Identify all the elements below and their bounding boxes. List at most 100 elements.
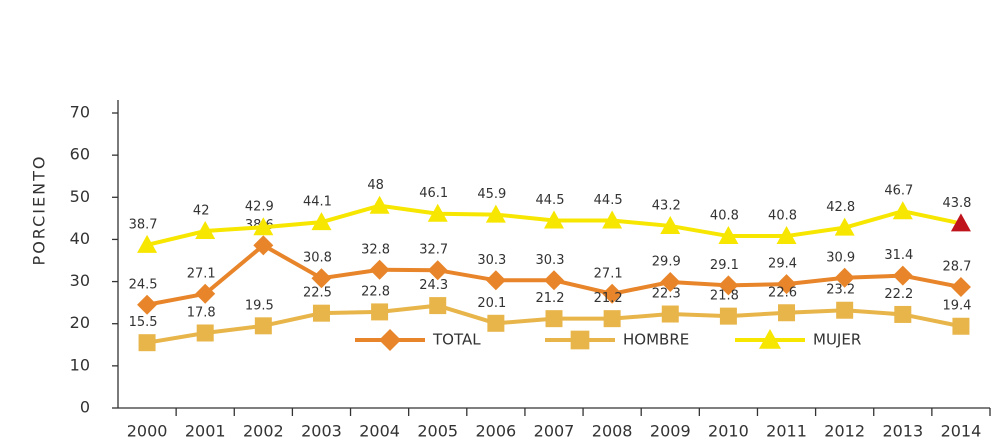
marker [718, 226, 739, 245]
data-label: 30.3 [536, 253, 565, 268]
marker [660, 215, 681, 234]
marker [253, 217, 274, 236]
marker [196, 324, 214, 342]
marker [311, 268, 332, 289]
x-tick-label: 2011 [766, 422, 807, 441]
y-tick-label: 70 [70, 103, 90, 122]
x-tick-label: 2013 [882, 422, 923, 441]
x-tick-label: 2010 [708, 422, 749, 441]
x-tick-label: 2006 [476, 422, 517, 441]
marker [427, 260, 448, 281]
data-label: 40.8 [768, 209, 797, 224]
legend-label: MUJER [813, 331, 861, 349]
y-tick-label: 30 [70, 271, 90, 290]
y-tick-label: 10 [70, 355, 90, 374]
marker [603, 310, 621, 328]
marker [602, 210, 623, 229]
marker [718, 275, 739, 296]
marker [137, 294, 158, 315]
x-tick-label: 2000 [127, 422, 168, 441]
data-label: 22.3 [652, 287, 681, 302]
y-tick-label: 40 [70, 229, 90, 248]
data-label: 29.9 [652, 254, 681, 269]
x-tick-label: 2009 [650, 422, 691, 441]
marker [195, 221, 216, 239]
marker [544, 210, 564, 229]
data-label: 22.5 [303, 286, 332, 301]
data-label: 43.2 [652, 198, 681, 213]
x-tick-label: 2005 [417, 422, 458, 441]
data-label: 44.1 [303, 195, 332, 210]
marker [545, 310, 563, 328]
data-label: 27.1 [594, 266, 623, 281]
data-label: 44.5 [536, 193, 565, 208]
x-tick-label: 2012 [824, 422, 865, 441]
marker [950, 277, 971, 298]
data-label: 23.2 [826, 283, 855, 298]
marker [544, 270, 564, 291]
marker [892, 201, 913, 220]
data-label: 22.6 [768, 285, 797, 300]
data-label: 43.8 [942, 196, 971, 211]
data-label: 29.1 [710, 258, 739, 273]
marker [776, 274, 797, 295]
data-label: 40.8 [710, 209, 739, 224]
data-label: 17.8 [187, 305, 216, 320]
marker [894, 305, 912, 323]
marker [487, 314, 505, 332]
data-label: 42.8 [826, 200, 855, 215]
y-tick-label: 50 [70, 187, 90, 206]
marker [759, 329, 781, 349]
y-tick-label: 0 [80, 398, 90, 417]
data-label: 22.8 [361, 284, 390, 299]
data-label: 30.8 [303, 251, 332, 266]
x-tick-label: 2008 [592, 422, 633, 441]
marker [427, 203, 448, 222]
data-label: 19.4 [942, 299, 971, 314]
marker [778, 304, 796, 322]
marker [379, 329, 401, 351]
marker [776, 226, 797, 245]
data-label: 48 [367, 178, 384, 193]
marker [369, 259, 390, 280]
marker [253, 235, 274, 256]
data-label: 30.3 [477, 253, 506, 268]
data-label: 45.9 [477, 187, 506, 202]
data-label: 19.5 [245, 298, 274, 313]
y-axis-label: PORCIENTO [30, 155, 49, 266]
marker [195, 283, 216, 304]
x-tick-label: 2004 [359, 422, 400, 441]
legend-label: TOTAL [432, 331, 481, 349]
data-label: 21.2 [536, 291, 565, 306]
marker [369, 195, 390, 214]
x-tick-label: 2014 [941, 422, 982, 441]
marker [834, 267, 855, 288]
marker [660, 271, 681, 292]
y-tick-label: 20 [70, 313, 90, 332]
data-label: 21.2 [594, 291, 623, 306]
data-label: 46.1 [419, 186, 448, 201]
data-label: 24.3 [419, 278, 448, 293]
marker [602, 283, 623, 304]
marker [719, 307, 737, 325]
data-label: 46.7 [884, 184, 913, 199]
x-tick-label: 2002 [243, 422, 284, 441]
marker [137, 234, 158, 253]
data-label: 22.2 [884, 287, 913, 302]
marker [950, 213, 971, 232]
x-tick-label: 2001 [185, 422, 226, 441]
data-label: 42.9 [245, 200, 274, 215]
data-label: 24.5 [129, 277, 158, 292]
marker [371, 303, 389, 321]
data-label: 20.1 [477, 296, 506, 311]
data-label: 15.5 [129, 315, 158, 330]
marker [254, 317, 272, 335]
marker [312, 304, 330, 322]
marker [570, 330, 590, 350]
marker [485, 270, 506, 291]
data-label: 31.4 [884, 248, 913, 263]
data-label: 21.8 [710, 289, 739, 304]
marker [661, 305, 679, 323]
marker [892, 265, 913, 286]
